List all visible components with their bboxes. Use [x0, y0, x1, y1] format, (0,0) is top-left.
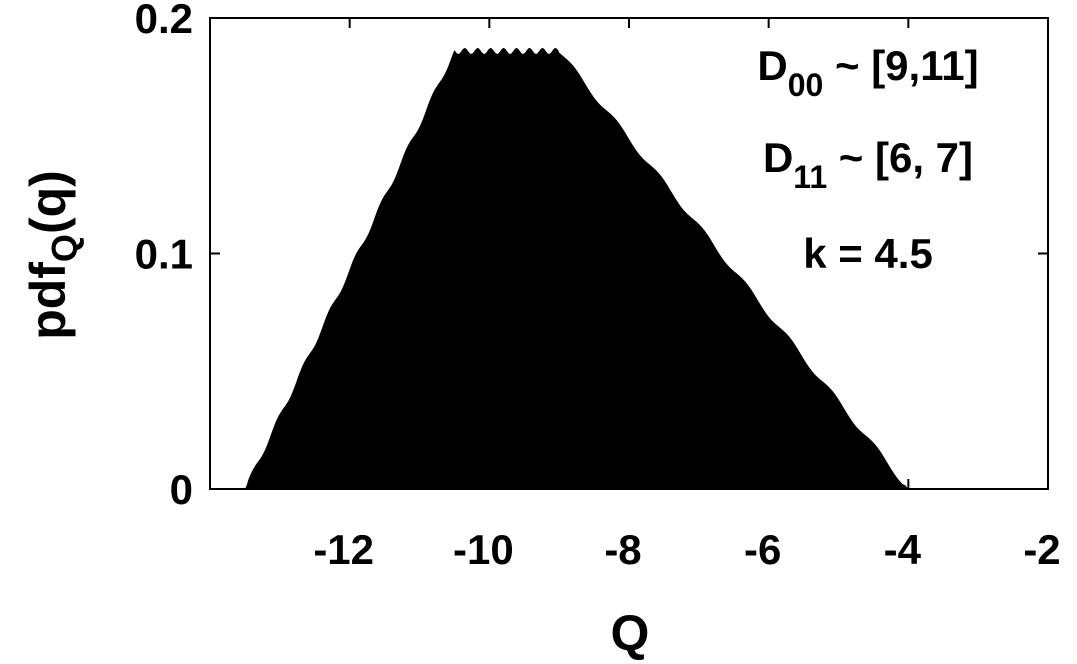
- y-tick-label: 0.1: [135, 231, 193, 278]
- annotation-line-2: D11 ~ [6, 7]: [763, 134, 973, 195]
- y-axis-label: pdfQ(q): [20, 170, 85, 340]
- annotation-line-1: D00 ~ [9,11]: [757, 42, 978, 103]
- x-axis-label: Q: [611, 605, 650, 661]
- annotation-box: D00 ~ [9,11] D11 ~ [6, 7] k = 4.5: [757, 42, 978, 277]
- x-tick-label: -8: [604, 526, 641, 573]
- annotation-line-3: k = 4.5: [803, 230, 933, 277]
- plot-area: [244, 48, 909, 489]
- x-tick-label: -6: [744, 526, 781, 573]
- y-axis-label-suffix: (q): [20, 170, 76, 234]
- axis-ticks: -12 -10 -8 -6 -4 -2 0 0.1 0.2: [135, 0, 1061, 573]
- x-tick-label: -2: [1023, 526, 1060, 573]
- x-tick-label: -4: [884, 526, 922, 573]
- y-axis-label-base: pdf: [20, 262, 76, 340]
- pdf-area-series-0: [244, 48, 909, 489]
- y-tick-label: 0: [170, 466, 193, 513]
- y-tick-label: 0.2: [135, 0, 193, 42]
- axes-frame: [209, 17, 1049, 490]
- x-tick-label: -12: [313, 526, 374, 573]
- y-axis-label-subscript: Q: [44, 234, 85, 262]
- x-tick-label: -10: [453, 526, 514, 573]
